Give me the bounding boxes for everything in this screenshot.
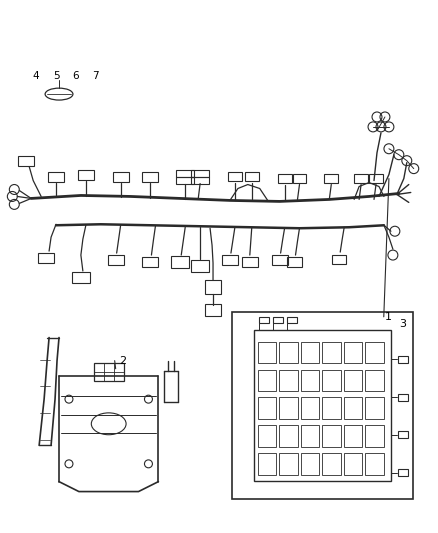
Bar xyxy=(322,369,341,391)
Text: 1: 1 xyxy=(385,312,392,322)
Bar xyxy=(273,317,283,322)
Bar xyxy=(354,174,368,183)
Bar xyxy=(279,453,297,475)
Text: 7: 7 xyxy=(92,71,99,81)
Bar xyxy=(332,255,346,263)
Bar xyxy=(301,397,319,419)
Bar xyxy=(38,253,54,263)
Bar xyxy=(48,172,64,182)
Bar xyxy=(259,317,268,322)
Bar xyxy=(365,425,384,447)
Bar xyxy=(142,172,159,182)
Bar xyxy=(286,317,297,322)
Text: 2: 2 xyxy=(119,356,126,366)
Bar xyxy=(176,169,194,176)
Bar xyxy=(398,356,408,363)
Bar xyxy=(205,304,221,316)
Bar xyxy=(191,176,209,183)
Bar xyxy=(301,453,319,475)
Bar xyxy=(228,172,242,181)
Bar xyxy=(258,425,276,447)
Bar xyxy=(258,342,276,364)
Bar xyxy=(78,169,94,180)
Bar xyxy=(254,329,391,481)
Bar xyxy=(344,369,362,391)
Bar xyxy=(344,425,362,447)
Bar xyxy=(322,425,341,447)
Bar xyxy=(293,174,307,183)
Bar xyxy=(232,312,413,498)
Bar xyxy=(322,397,341,419)
Bar xyxy=(398,394,408,401)
Bar xyxy=(222,255,238,265)
Bar xyxy=(279,425,297,447)
Bar xyxy=(365,342,384,364)
Bar xyxy=(191,169,209,176)
Bar xyxy=(301,369,319,391)
Bar xyxy=(258,369,276,391)
Bar xyxy=(322,453,341,475)
Bar xyxy=(279,342,297,364)
Text: 5: 5 xyxy=(53,71,60,81)
Bar xyxy=(258,397,276,419)
Bar xyxy=(365,453,384,475)
Bar xyxy=(108,255,124,265)
Bar xyxy=(245,172,259,181)
Bar xyxy=(113,172,129,182)
Bar xyxy=(344,342,362,364)
Bar xyxy=(278,174,292,183)
Bar xyxy=(398,469,408,476)
Bar xyxy=(324,174,338,183)
Bar xyxy=(369,174,383,183)
Text: 3: 3 xyxy=(399,319,406,329)
Text: 6: 6 xyxy=(73,71,79,81)
Bar xyxy=(398,431,408,439)
Bar xyxy=(344,397,362,419)
Bar xyxy=(176,176,194,183)
Bar xyxy=(301,425,319,447)
Bar xyxy=(301,342,319,364)
Bar xyxy=(344,453,362,475)
Text: 4: 4 xyxy=(33,71,39,81)
Bar xyxy=(279,369,297,391)
Bar xyxy=(94,363,124,381)
Bar xyxy=(365,369,384,391)
Bar xyxy=(171,256,189,268)
Bar xyxy=(18,156,34,166)
Bar xyxy=(72,272,90,284)
Bar xyxy=(191,260,209,272)
Bar xyxy=(365,397,384,419)
Bar xyxy=(279,397,297,419)
Bar xyxy=(322,342,341,364)
Bar xyxy=(242,257,258,267)
Bar xyxy=(272,255,288,265)
Bar xyxy=(205,280,221,294)
Bar xyxy=(286,257,303,267)
Bar xyxy=(142,257,159,267)
Bar xyxy=(258,453,276,475)
